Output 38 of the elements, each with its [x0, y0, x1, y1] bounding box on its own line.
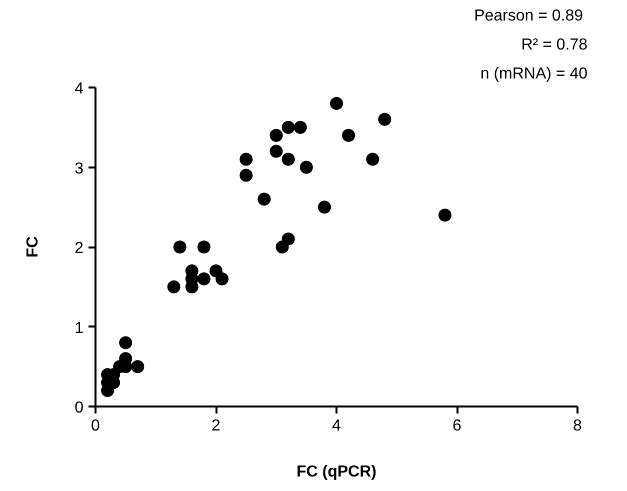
text: R² = 0.78	[521, 36, 588, 54]
point	[294, 120, 307, 134]
y-tick-label: 2	[74, 240, 84, 257]
text: n (mRNA) = 40	[480, 66, 588, 82]
point	[167, 280, 180, 294]
text: Pearson = 0.89	[474, 8, 584, 24]
point	[216, 272, 229, 286]
point	[330, 96, 343, 110]
point	[282, 120, 295, 134]
x-tick-label: 6	[452, 418, 462, 434]
point	[282, 232, 295, 246]
x-tick-label: 8	[573, 418, 582, 434]
x-axis-title: FC (qPCR)	[296, 464, 376, 480]
point	[173, 240, 186, 254]
x-tick-label: 4	[332, 418, 342, 434]
point	[197, 272, 210, 286]
point	[438, 208, 452, 222]
point	[318, 200, 331, 214]
y-tick-label: 0	[74, 400, 84, 416]
point	[270, 144, 283, 158]
x-tick-label: 2	[212, 418, 221, 434]
point	[258, 192, 271, 206]
point	[378, 112, 392, 126]
point	[282, 152, 295, 166]
point	[366, 152, 380, 166]
point	[197, 240, 210, 254]
point	[240, 152, 253, 166]
y-tick-label: 4	[74, 80, 84, 98]
point	[300, 160, 313, 174]
point	[240, 168, 253, 182]
y-tick-label: 3	[74, 160, 84, 178]
point	[131, 360, 144, 374]
y-axis-title: FC	[24, 236, 42, 258]
y-tick-label: 1	[74, 320, 84, 337]
x-tick-label: 0	[91, 418, 100, 434]
point	[119, 336, 132, 350]
point	[342, 128, 356, 142]
point	[270, 128, 283, 142]
